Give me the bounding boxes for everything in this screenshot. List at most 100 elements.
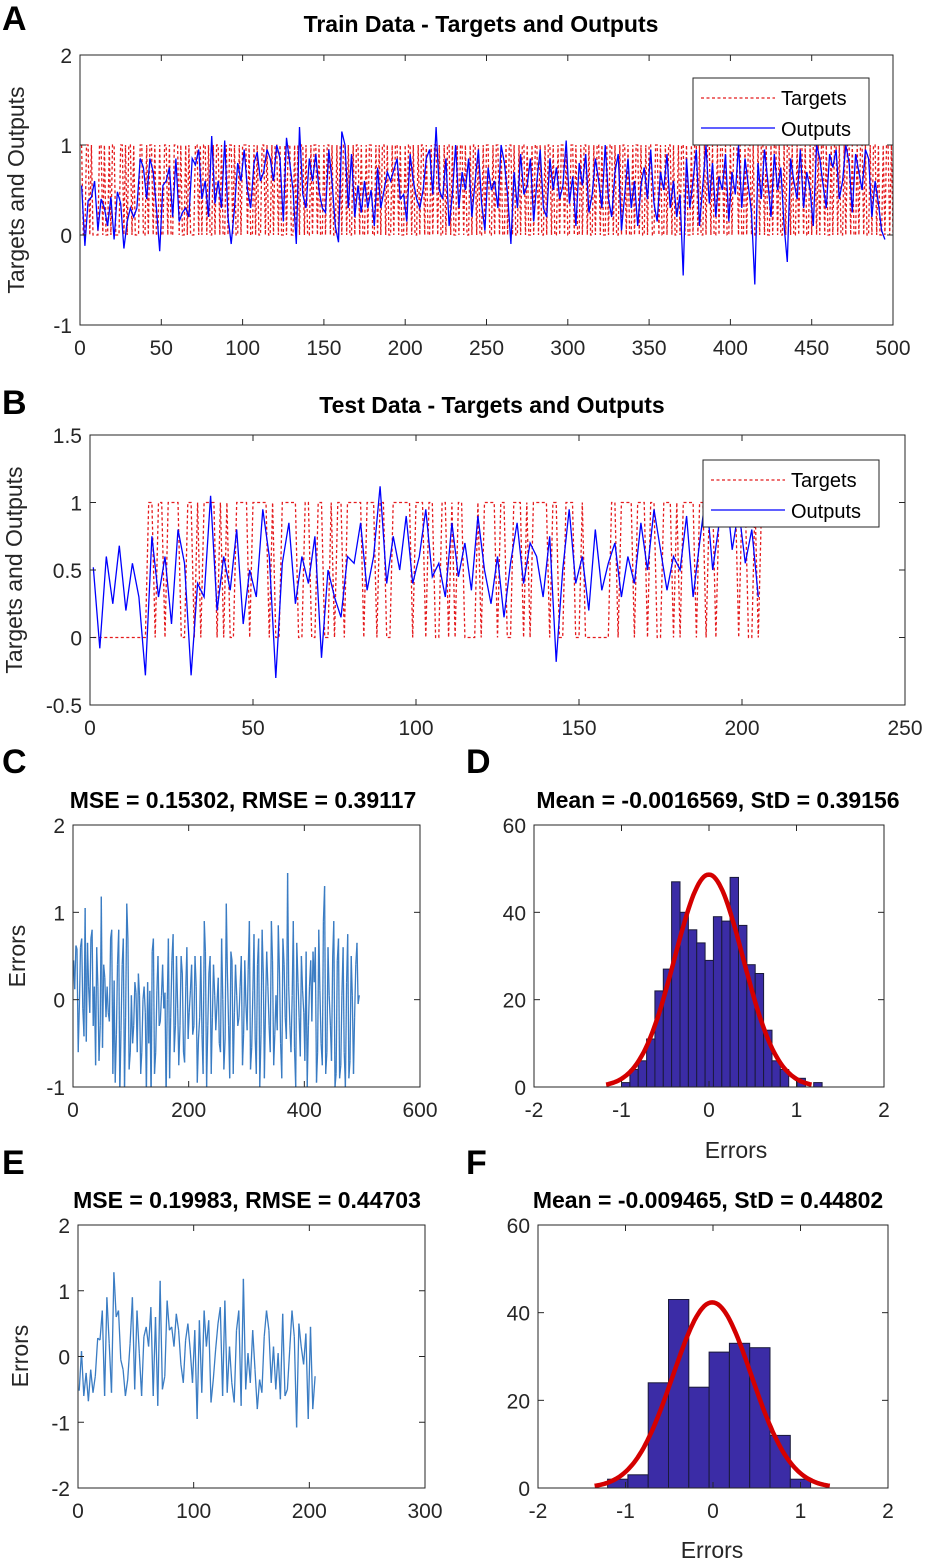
error-segment bbox=[260, 929, 263, 1035]
error-segment bbox=[74, 945, 77, 990]
x-tick-label: 150 bbox=[306, 337, 341, 360]
chart-title: Mean = -0.009465, StD = 0.44802 bbox=[533, 1187, 883, 1213]
x-tick-label: 100 bbox=[176, 1500, 211, 1523]
error-segment bbox=[120, 1359, 124, 1370]
histogram-bar bbox=[668, 1299, 690, 1488]
error-segment bbox=[89, 938, 92, 1013]
histogram-bar bbox=[696, 942, 706, 1087]
error-segment bbox=[233, 1330, 238, 1403]
error-segment bbox=[106, 986, 109, 1013]
error-segment bbox=[175, 1313, 180, 1331]
error-segment bbox=[123, 1017, 127, 1087]
panel-letter: E bbox=[2, 1144, 25, 1182]
error-segment bbox=[300, 955, 304, 991]
histogram-bar bbox=[637, 1060, 648, 1087]
error-segment bbox=[241, 1034, 245, 1066]
x-tick-label: -1 bbox=[612, 1099, 631, 1122]
error-segment bbox=[205, 1025, 209, 1087]
error-segment bbox=[197, 1017, 201, 1040]
error-segment bbox=[187, 1012, 190, 1040]
error-segment bbox=[244, 960, 247, 1005]
error-segment bbox=[252, 1330, 256, 1370]
y-tick-label: 20 bbox=[503, 990, 526, 1013]
error-segment bbox=[305, 1333, 309, 1420]
error-segment bbox=[173, 1313, 177, 1347]
x-tick-label: 2 bbox=[878, 1099, 890, 1122]
error-segment bbox=[124, 1379, 129, 1397]
error-segment bbox=[153, 1052, 157, 1074]
error-segment bbox=[228, 1346, 233, 1383]
error-segment bbox=[221, 1300, 226, 1397]
error-segment bbox=[249, 1330, 254, 1383]
error-segment bbox=[251, 990, 254, 1048]
error-segment bbox=[255, 964, 259, 1074]
error-segment bbox=[333, 921, 336, 1087]
normal-fit-curve bbox=[605, 872, 812, 1087]
panel-A: Targets Outputs 0 50 100 150 200 250 300 350 400 45… bbox=[2, 0, 911, 360]
histogram-bar bbox=[704, 959, 714, 1087]
error-segment bbox=[229, 951, 232, 1079]
chart-title: Train Data - Targets and Outputs bbox=[304, 11, 659, 37]
error-segment bbox=[161, 964, 165, 1009]
chart-title: MSE = 0.19983, RMSE = 0.44703 bbox=[73, 1187, 421, 1213]
y-tick-label: 40 bbox=[503, 902, 526, 925]
legend: Targets Outputs bbox=[692, 77, 870, 146]
error-segment bbox=[298, 1323, 302, 1347]
error-segment bbox=[85, 1372, 90, 1402]
y-tick-label: -1 bbox=[51, 1412, 70, 1435]
error-segment bbox=[138, 1353, 143, 1397]
histogram-bar bbox=[688, 1386, 710, 1488]
error-segment bbox=[337, 938, 341, 1079]
error-segment bbox=[140, 1336, 145, 1397]
error-segment bbox=[297, 982, 300, 1018]
error-segment bbox=[219, 1307, 224, 1397]
legend-targets-label: Targets bbox=[791, 470, 857, 492]
x-tick-label: 250 bbox=[887, 717, 922, 740]
error-segment bbox=[78, 947, 82, 1005]
error-segment bbox=[315, 1052, 319, 1083]
error-segment bbox=[224, 1300, 228, 1393]
error-segment bbox=[240, 1278, 245, 1406]
error-segment bbox=[122, 1369, 127, 1397]
error-segment bbox=[242, 1278, 247, 1390]
y-tick-label: 0.5 bbox=[53, 560, 82, 583]
error-segment bbox=[190, 964, 194, 1035]
x-axis-label: Errors bbox=[705, 1137, 768, 1163]
error-segment bbox=[291, 1310, 295, 1337]
error-segment bbox=[78, 1351, 83, 1391]
x-tick-label: 0 bbox=[67, 1099, 79, 1122]
error-segment bbox=[212, 964, 216, 996]
error-segment bbox=[114, 1034, 118, 1083]
error-segment bbox=[158, 1021, 161, 1027]
error-segment bbox=[289, 1310, 293, 1350]
legend-outputs-label: Outputs bbox=[791, 501, 861, 523]
error-segment bbox=[259, 1034, 262, 1087]
error-segment bbox=[187, 1323, 191, 1350]
error-segment bbox=[238, 986, 241, 1018]
error-segment bbox=[338, 1065, 342, 1079]
error-segment bbox=[350, 955, 353, 996]
error-segment bbox=[263, 1310, 268, 1337]
error-segment bbox=[101, 1310, 106, 1397]
error-segment bbox=[90, 1369, 94, 1393]
error-segment bbox=[124, 903, 128, 1018]
error-segment bbox=[240, 955, 244, 1066]
error-segment bbox=[152, 1316, 157, 1397]
legend-box bbox=[692, 77, 870, 146]
error-segment bbox=[230, 951, 233, 961]
x-tick-label: 400 bbox=[287, 1099, 322, 1122]
y-tick-label: 0 bbox=[58, 1347, 70, 1370]
y-tick-label: 0 bbox=[70, 628, 82, 651]
error-segment bbox=[178, 1025, 181, 1066]
x-tick-label: 250 bbox=[469, 337, 504, 360]
error-segment bbox=[154, 1316, 159, 1406]
error-segment bbox=[210, 1379, 214, 1403]
error-segment bbox=[179, 955, 182, 1026]
x-tick-label: 0 bbox=[84, 717, 96, 740]
y-axis-label: Errors bbox=[7, 1325, 33, 1388]
x-tick-label: 100 bbox=[398, 717, 433, 740]
error-segment bbox=[203, 1310, 208, 1347]
error-segment bbox=[269, 921, 273, 1053]
y-axis-label: Targets and Outputs bbox=[3, 86, 29, 293]
